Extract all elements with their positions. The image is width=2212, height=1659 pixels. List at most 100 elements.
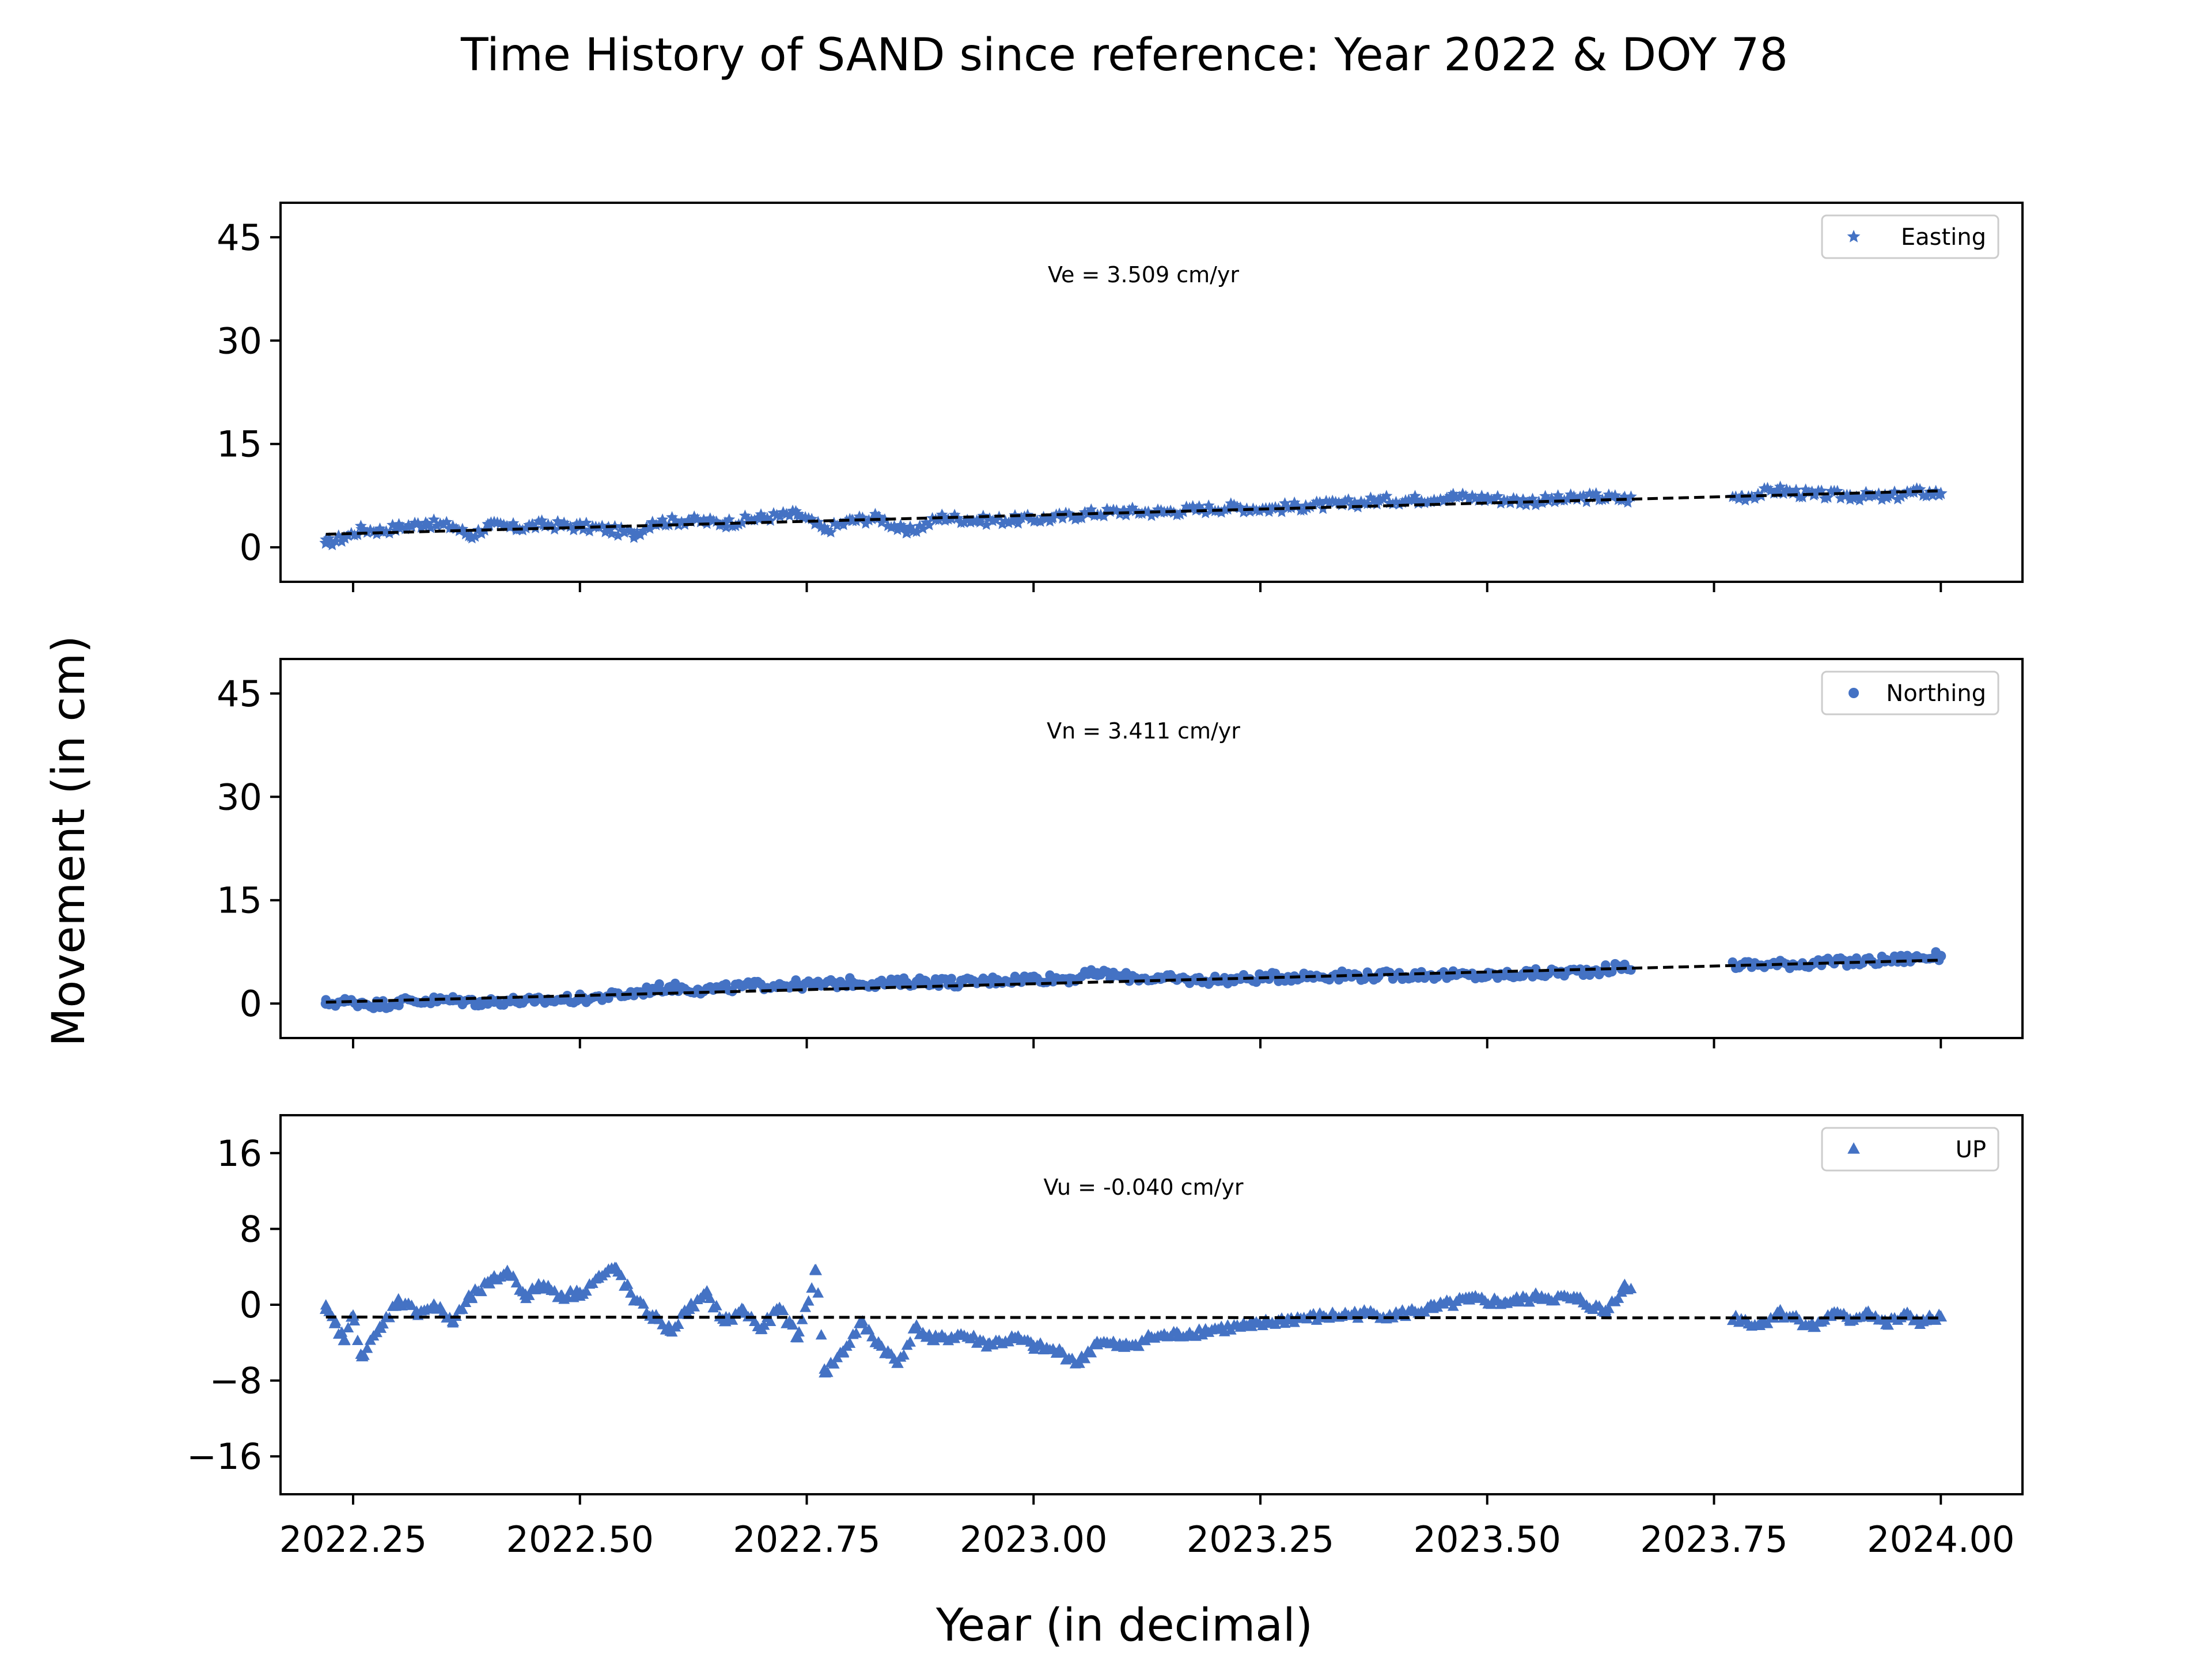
- panel-up-point: [1090, 1335, 1104, 1347]
- panel-northing-ytick-label: 0: [240, 983, 262, 1025]
- panel-up-point: [483, 1277, 496, 1289]
- panel-easting-point: [605, 527, 618, 539]
- panel-up-point: [351, 1334, 363, 1346]
- panel-easting-point: [482, 518, 496, 531]
- panel-northing-point: [946, 974, 956, 983]
- panel-easting-point: [1263, 502, 1277, 514]
- panel-easting-point: [1097, 510, 1110, 522]
- panel-up-point: [927, 1334, 940, 1346]
- panel-easting-point: [1480, 491, 1494, 504]
- panel-up-point: [1535, 1290, 1548, 1302]
- panel-easting-point: [1807, 488, 1821, 501]
- x-tick-label: 2023.25: [1187, 1518, 1334, 1560]
- panel-northing-point: [774, 979, 785, 990]
- panel-easting-point: [862, 514, 875, 526]
- panel-easting-ytick-label: 30: [217, 320, 262, 362]
- panel-up-point: [464, 1290, 478, 1302]
- panel-up-point: [809, 1263, 823, 1275]
- panel-easting-point: [958, 516, 971, 528]
- panel-easting-point: [520, 522, 532, 533]
- panel-easting-ytick-label: 15: [217, 423, 262, 465]
- panel-up-point: [615, 1270, 627, 1281]
- panel-northing-point: [747, 980, 757, 991]
- panel-easting-point: [729, 520, 742, 532]
- panel-easting-point: [1215, 506, 1228, 518]
- panel-northing-ytick-label: 15: [217, 880, 262, 922]
- panel-easting-ytick-label: 45: [217, 217, 262, 259]
- panel-northing-point: [1808, 957, 1819, 968]
- panel-easting-point: [1853, 494, 1866, 506]
- panel-easting-point: [612, 529, 624, 541]
- panel-up-point: [1514, 1296, 1526, 1307]
- panel-easting-point: [1408, 493, 1422, 506]
- panel-northing-ytick-label: 45: [217, 673, 262, 715]
- panel-northing-point: [1373, 971, 1384, 982]
- panel-up-point: [1485, 1298, 1497, 1309]
- panel-up-point: [1762, 1317, 1774, 1328]
- panel-up-point: [909, 1321, 922, 1333]
- panel-up-point: [1310, 1314, 1323, 1325]
- legend-label: Easting: [1901, 224, 1986, 251]
- legend-label: Northing: [1886, 680, 1986, 707]
- panel-up-ytick-label: 8: [240, 1208, 262, 1250]
- panel-up-point: [812, 1287, 824, 1298]
- panel-easting-trend-line: [325, 489, 1941, 536]
- panel-easting-point: [464, 529, 478, 542]
- panel-easting-point: [910, 525, 923, 537]
- panel-up-point: [1027, 1339, 1040, 1351]
- panel-easting-point: [1880, 491, 1893, 503]
- panel-up-point: [392, 1293, 405, 1305]
- panel-easting-point: [1843, 488, 1857, 502]
- panel-northing-point: [1936, 950, 1946, 961]
- panel-up-point: [338, 1334, 351, 1346]
- panel-easting-ytick-label: 0: [240, 527, 262, 569]
- panel-easting-point: [1275, 505, 1288, 517]
- panel-up-point: [1245, 1319, 1258, 1331]
- panel-up-point: [806, 1282, 818, 1293]
- panel-up-point: [555, 1289, 569, 1301]
- panel-northing-point: [1119, 971, 1130, 982]
- panel-easting-point: [1174, 508, 1187, 520]
- panel-northing-point: [629, 988, 640, 999]
- panel-up-point: [891, 1356, 904, 1368]
- panel-easting-point: [415, 521, 427, 533]
- panel-easting-point: [1895, 490, 1907, 502]
- panel-up-point: [460, 1296, 472, 1308]
- panel-northing-point: [357, 997, 368, 1008]
- panel-up-point: [737, 1303, 750, 1315]
- x-tick-label: 2022.50: [506, 1518, 654, 1560]
- panel-northing-point: [1264, 972, 1275, 983]
- panel-up-point: [1085, 1347, 1097, 1358]
- panel-easting-frame: [279, 202, 2024, 583]
- panel-up-point: [815, 1329, 827, 1340]
- panel-northing: 0 15 30 45 Vn = 3.411 cm/yr Northing: [217, 658, 2024, 1048]
- legend-label: UP: [1956, 1137, 1986, 1163]
- panel-easting-point: [1199, 506, 1212, 518]
- panel-up-point: [625, 1287, 637, 1298]
- panel-up-point: [428, 1300, 441, 1312]
- panel-easting-point: [329, 535, 342, 547]
- panel-northing-frame: [279, 658, 2024, 1039]
- panel-up-point: [955, 1328, 968, 1340]
- panel-up-point: [1354, 1307, 1367, 1319]
- panel-northing-point: [602, 991, 612, 1002]
- panel-up-point: [982, 1338, 995, 1349]
- panel-northing-point: [665, 982, 676, 993]
- panel-easting-point: [1821, 491, 1834, 503]
- x-tick-label: 2022.75: [733, 1518, 880, 1560]
- panel-up-point: [510, 1277, 522, 1288]
- panel-up-point: [622, 1278, 634, 1289]
- panel-up-frame: [279, 1114, 2024, 1495]
- panel-up-point: [1880, 1317, 1893, 1330]
- panel-easting-point: [1586, 488, 1599, 501]
- panel-easting-point: [999, 514, 1012, 527]
- panel-up-point: [800, 1301, 812, 1312]
- panel-up-point: [850, 1327, 862, 1338]
- panel-easting-velocity-annotation: Ve = 3.509 cm/yr: [1048, 262, 1239, 287]
- legend-box: [1821, 1127, 1999, 1172]
- panel-up-point: [718, 1315, 732, 1327]
- panel-easting-points: [319, 480, 1948, 551]
- panel-easting-point: [1609, 489, 1622, 501]
- panel-up-point: [319, 1302, 332, 1315]
- panel-easting-point: [1888, 485, 1901, 497]
